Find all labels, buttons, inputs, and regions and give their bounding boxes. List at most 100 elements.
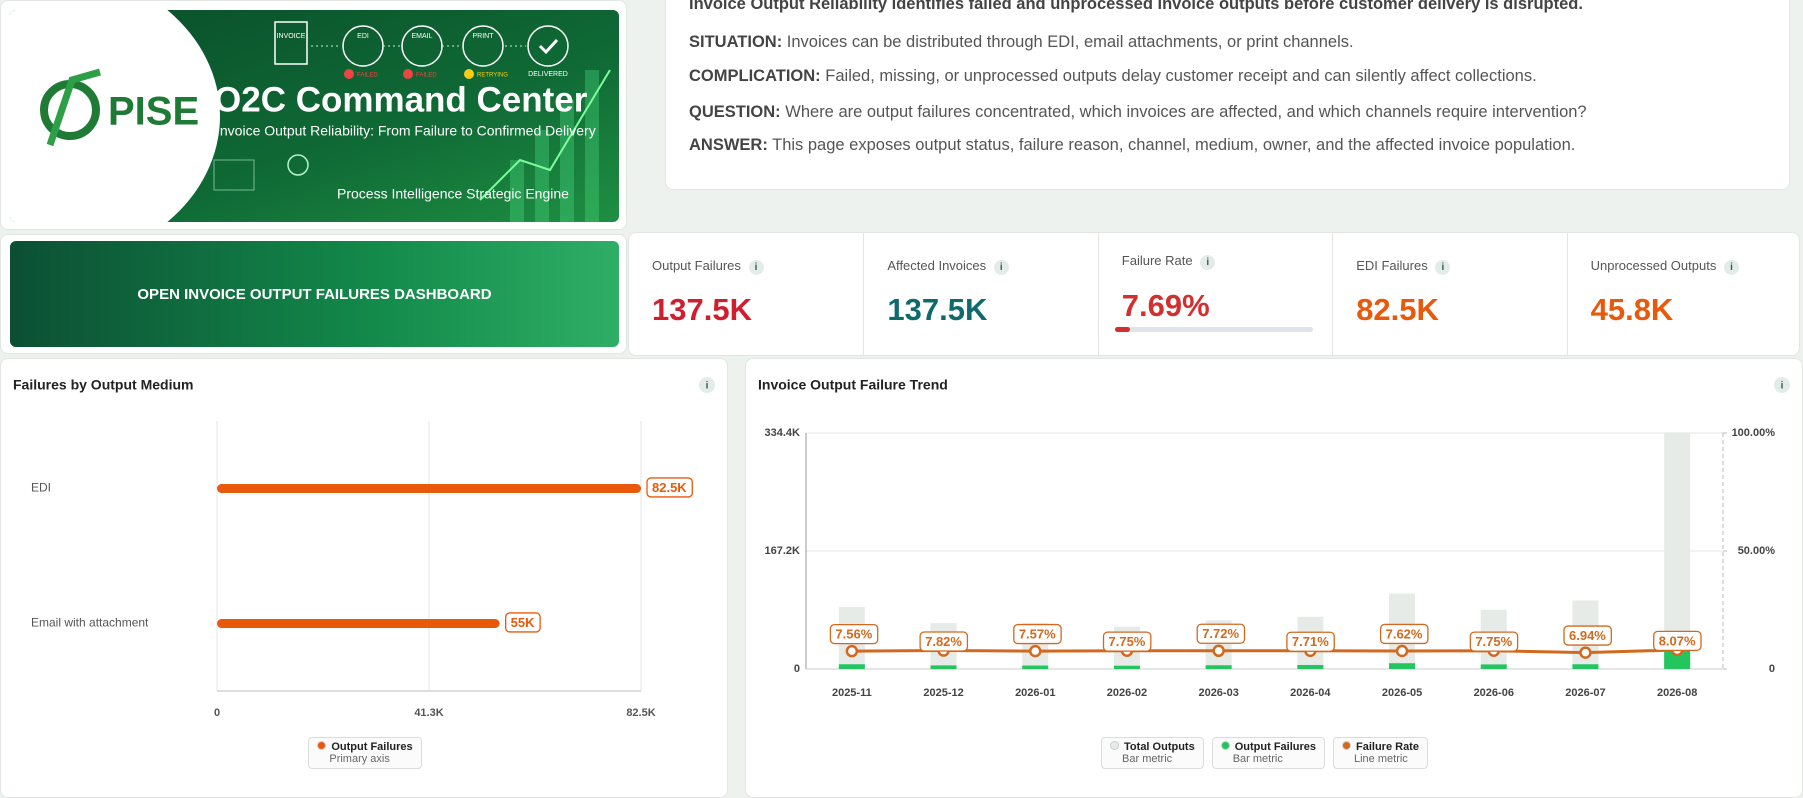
- legend-name: Total Outputs: [1124, 741, 1195, 753]
- kpi-value: 137.5K: [652, 292, 752, 327]
- narrative-label: COMPLICATION:: [689, 67, 821, 85]
- kpi-label: Failure Rate: [1121, 253, 1193, 268]
- data-label-box: [1653, 630, 1702, 652]
- bar: [1389, 663, 1416, 669]
- legend-note: Bar metric: [1232, 753, 1283, 765]
- info-icon[interactable]: i: [1200, 255, 1216, 270]
- legend-item: Total Outputs Bar metric: [1101, 737, 1204, 769]
- trend-chart-card: Invoice Output Failure Trend i 0 167.2K 334.…: [745, 358, 1803, 798]
- narrative-intro: Invoice Output Reliability identifies fa…: [689, 0, 1583, 13]
- bar: [1480, 664, 1507, 669]
- bar: [1205, 665, 1232, 669]
- banner-logo-bg: [10, 10, 220, 222]
- y-tick-label: 334.4K: [765, 427, 801, 439]
- x-tick-label: 82.5K: [626, 707, 655, 719]
- line: [851, 648, 1678, 655]
- bar: [930, 665, 957, 669]
- info-icon[interactable]: i: [1435, 260, 1451, 275]
- bar: [1113, 665, 1140, 669]
- kpi-progress-fill: [1114, 327, 1131, 332]
- trend-chart: Invoice Output Failure Trend i 0 167.2K 334.…: [758, 377, 1790, 699]
- data-label: 6.94%: [1569, 628, 1606, 643]
- line-point: [1212, 644, 1225, 658]
- kpi-tile: Affected Invoices i 137.5K: [863, 233, 1098, 355]
- narrative-row: COMPLICATION: Failed, missing, or unproc…: [689, 67, 1537, 86]
- x-tick-label: 2026-05: [1382, 687, 1422, 699]
- banner-trend: [479, 69, 611, 201]
- flow-node: [462, 25, 504, 67]
- y2-tick-label: 0: [1769, 663, 1775, 675]
- narrative-label: QUESTION:: [689, 103, 781, 121]
- y-tick-label: 0: [794, 663, 800, 675]
- info-icon[interactable]: i: [1723, 260, 1739, 275]
- data-label: 8.07%: [1659, 633, 1696, 648]
- kpi-tile: Unprocessed Outputs i 45.8K: [1566, 233, 1799, 355]
- legend-note: Bar metric: [1122, 753, 1173, 765]
- data-label-box: [1563, 625, 1612, 646]
- kpi-card: Output Failures i 137.5K Affected Invoices…: [628, 232, 1800, 356]
- data-label-box: [919, 631, 969, 652]
- flow-doc: [274, 21, 308, 65]
- y-tick-label: Email with attachment: [31, 616, 149, 630]
- bar: [1664, 649, 1691, 669]
- legend-note: Primary axis: [329, 753, 390, 765]
- logo-text: PISE: [108, 90, 199, 134]
- kpi-value: 45.8K: [1590, 292, 1674, 327]
- narrative-row: ANSWER: This page exposes output status,…: [689, 136, 1575, 155]
- bar: [217, 484, 641, 493]
- data-label: 7.75%: [1109, 634, 1146, 649]
- kpi-progress-track: [1114, 327, 1313, 332]
- flow-status: RETRYING: [477, 73, 508, 79]
- bar: [217, 619, 500, 628]
- narrative-label: SITUATION:: [689, 33, 783, 51]
- data-label: 7.71%: [1292, 634, 1329, 649]
- narrative-text: Failed, missing, or unprocessed outputs …: [825, 67, 1537, 85]
- legend-swatch: [1342, 741, 1351, 750]
- kpi-label: Affected Invoices: [887, 258, 987, 273]
- flow-label: EDI: [357, 33, 369, 40]
- info-icon[interactable]: i: [748, 260, 764, 275]
- kpi-label: Output Failures: [652, 258, 741, 273]
- kpi-tile: Output Failures i 137.5K: [629, 233, 863, 355]
- info-icon[interactable]: i: [993, 260, 1009, 275]
- data-label: 55K: [511, 615, 535, 630]
- info-icon[interactable]: i: [1781, 381, 1784, 392]
- doc-icon: [213, 159, 255, 191]
- info-icon[interactable]: i: [706, 381, 709, 392]
- y-tick-label: 167.2K: [765, 545, 801, 557]
- bar: [1572, 664, 1599, 669]
- kpi-label: EDI Failures: [1356, 258, 1428, 273]
- flow-label: INVOICE: [277, 33, 306, 40]
- data-label-box: [1286, 631, 1335, 652]
- data-label-box: [1469, 631, 1519, 652]
- kpi-label-row: Affected Invoices i: [887, 258, 1009, 275]
- narrative-card: Invoice Output Reliability identifies fa…: [665, 0, 1790, 190]
- y2-tick-label: 100.00%: [1732, 427, 1776, 439]
- banner-growth-bars: [510, 70, 599, 222]
- legend-swatch: [1220, 741, 1230, 750]
- flow-status: FAILED: [357, 73, 378, 79]
- lock-icon: [287, 154, 309, 176]
- data-label-box: [1013, 623, 1062, 645]
- status-dot: [464, 69, 474, 79]
- legend-item: Output Failures Bar metric: [1211, 737, 1325, 769]
- x-tick-label: 41.3K: [414, 707, 443, 719]
- flow-label: DELIVERED: [528, 71, 568, 78]
- data-label-box: [646, 477, 693, 498]
- kpi-label-row: EDI Failures i: [1356, 258, 1451, 275]
- kpi-value: 137.5K: [887, 292, 988, 327]
- data-label-box: [1196, 623, 1246, 644]
- kpi-tile: EDI Failures i 82.5K: [1332, 233, 1567, 355]
- bar: [838, 664, 865, 669]
- open-dashboard-button[interactable]: OPEN INVOICE OUTPUT FAILURES DASHBOARD: [10, 241, 619, 347]
- data-label: 7.57%: [1019, 627, 1056, 642]
- data-label-box: [829, 623, 879, 645]
- bar: [1297, 664, 1324, 669]
- kpi-label-row: Output Failures i: [652, 258, 764, 275]
- x-tick-label: 2026-03: [1198, 687, 1238, 699]
- banner-title: O2C Command Center: [214, 80, 588, 119]
- data-label: 7.56%: [835, 627, 872, 642]
- legend-note: Line metric: [1354, 753, 1408, 765]
- legend-swatch: [317, 741, 327, 750]
